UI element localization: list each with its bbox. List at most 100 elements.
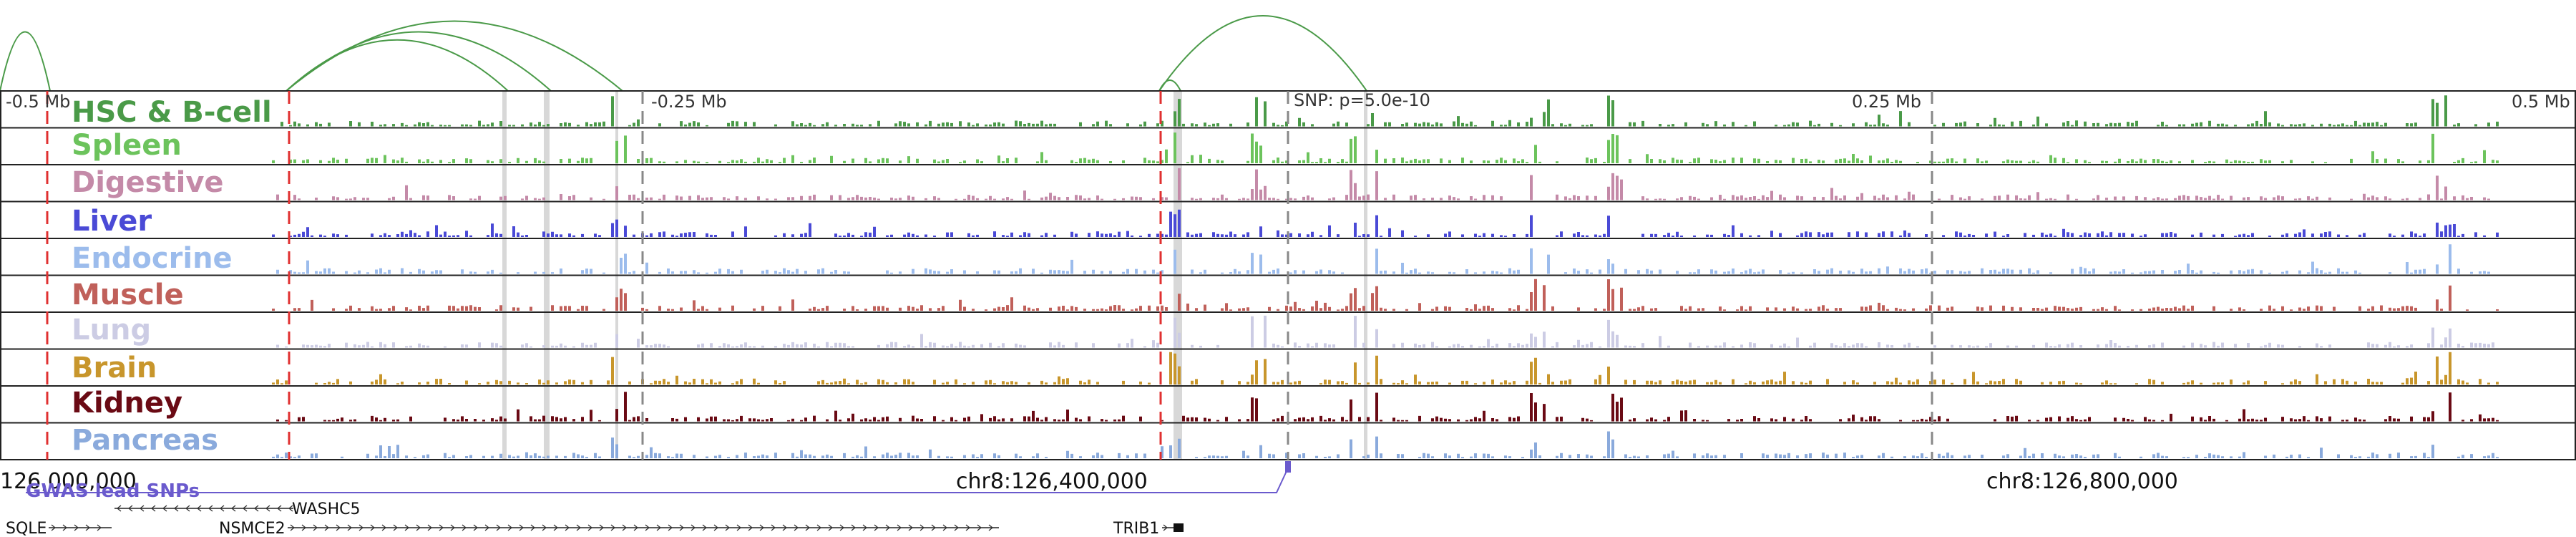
strand-arrow: [851, 524, 857, 531]
strand-arrow: [139, 505, 145, 512]
signal-bars: [276, 168, 2490, 200]
strand-arrow: [931, 524, 937, 531]
strand-arrow: [633, 524, 639, 531]
strand-arrow: [805, 524, 811, 531]
chromatin-loops: [0, 15, 1367, 92]
track-label-liver: Liver: [72, 205, 152, 238]
strand-arrow: [276, 505, 282, 512]
gwas-snp-mark: [1285, 461, 1291, 473]
strand-arrows: [290, 524, 994, 531]
track-label-endocrine: Endocrine: [72, 242, 233, 275]
strand-arrow: [288, 505, 293, 512]
strand-arrow: [965, 524, 971, 531]
strand-arrow: [988, 524, 994, 531]
strand-arrow: [610, 524, 616, 531]
strand-arrow: [150, 505, 156, 512]
gene-washc5: WASHC5: [114, 500, 360, 518]
strand-arrow: [85, 524, 91, 531]
strand-arrow: [565, 524, 570, 531]
strand-arrow: [253, 505, 259, 512]
strand-arrow: [713, 524, 719, 531]
scale-label-minus-quarter: -0.25 Mb: [651, 92, 727, 112]
strand-arrow: [347, 524, 353, 531]
track-label-brain: Brain: [72, 352, 157, 384]
scale-label-snp: SNP: p=5.0e-10: [1294, 90, 1430, 110]
loop-arc: [1158, 79, 1181, 92]
strand-arrow: [587, 524, 593, 531]
strand-arrow: [290, 524, 296, 531]
strand-arrow: [427, 524, 433, 531]
strand-arrow: [530, 524, 536, 531]
gene-sqle: SQLE: [6, 520, 112, 537]
strand-arrow: [725, 524, 731, 531]
signal-5: [272, 279, 2499, 311]
strand-arrow: [839, 524, 845, 531]
strand-arrow: [897, 524, 902, 531]
strand-arrow: [450, 524, 456, 531]
scale-label-minus-half: -0.5 Mb: [6, 92, 70, 112]
strand-arrow: [816, 524, 822, 531]
strand-arrow: [173, 505, 179, 512]
coordinate-axis: 126,000,000 chr8:126,400,000 chr8:126,80…: [0, 469, 2178, 494]
track-label-kidney: Kidney: [72, 387, 182, 420]
loop-arc: [0, 31, 51, 92]
strand-arrow: [219, 505, 225, 512]
strand-arrow: [230, 505, 236, 512]
strand-arrow: [265, 505, 270, 512]
strand-arrow: [74, 524, 79, 531]
track-label-muscle: Muscle: [72, 279, 184, 311]
strand-arrow: [908, 524, 914, 531]
strand-arrow: [185, 505, 190, 512]
strand-arrow: [404, 524, 410, 531]
strand-arrow: [462, 524, 467, 531]
strand-arrow: [736, 524, 742, 531]
gene-trib1: TRIB1: [1113, 520, 1184, 537]
strand-arrow: [496, 524, 502, 531]
strand-arrow: [1163, 524, 1169, 531]
strand-arrow: [542, 524, 547, 531]
strand-arrow: [576, 524, 582, 531]
strand-arrow: [416, 524, 421, 531]
signal-bars: [280, 95, 2499, 127]
strand-arrow: [919, 524, 925, 531]
strand-arrow: [324, 524, 330, 531]
coord-label-left: 126,000,000: [0, 469, 137, 494]
strand-arrow: [116, 505, 122, 512]
gene-label-trib1: TRIB1: [1113, 520, 1159, 537]
strand-arrow: [301, 524, 307, 531]
signal-7: [272, 352, 2499, 384]
signal-bars: [272, 132, 2499, 163]
strand-arrow: [313, 524, 318, 531]
track-labels: HSC & B-cell Spleen Digestive Liver Endo…: [72, 96, 272, 457]
signal-bars: [272, 352, 2499, 384]
strand-arrow: [358, 524, 364, 531]
track-signals: [272, 95, 2499, 458]
track-label-pancreas: Pancreas: [72, 424, 218, 457]
strand-arrow: [748, 524, 753, 531]
strand-arrow: [656, 524, 662, 531]
strand-arrow: [977, 524, 982, 531]
track-label-hsc-bcell: HSC & B-cell: [72, 96, 272, 129]
signal-bars: [276, 392, 2499, 422]
strand-arrow: [645, 524, 650, 531]
scale-label-plus-quarter: 0.25 Mb: [1852, 92, 1921, 112]
strand-arrow: [771, 524, 776, 531]
strand-arrow: [862, 524, 868, 531]
strand-arrow: [794, 524, 799, 531]
strand-arrows: [51, 524, 102, 531]
strand-arrow: [782, 524, 788, 531]
strand-arrow: [370, 524, 376, 531]
loop-arc: [286, 20, 623, 92]
signal-6: [276, 315, 2494, 348]
strand-arrow: [828, 524, 834, 531]
loop-arc: [1158, 15, 1367, 92]
strand-arrow: [62, 524, 68, 531]
strand-arrow: [622, 524, 628, 531]
track-label-spleen: Spleen: [72, 129, 182, 162]
gwas-track: GWAS lead SNPs: [26, 461, 1291, 502]
strand-arrow: [208, 505, 213, 512]
strand-arrow: [507, 524, 513, 531]
strand-arrows: [116, 505, 293, 512]
strand-arrow: [196, 505, 202, 512]
